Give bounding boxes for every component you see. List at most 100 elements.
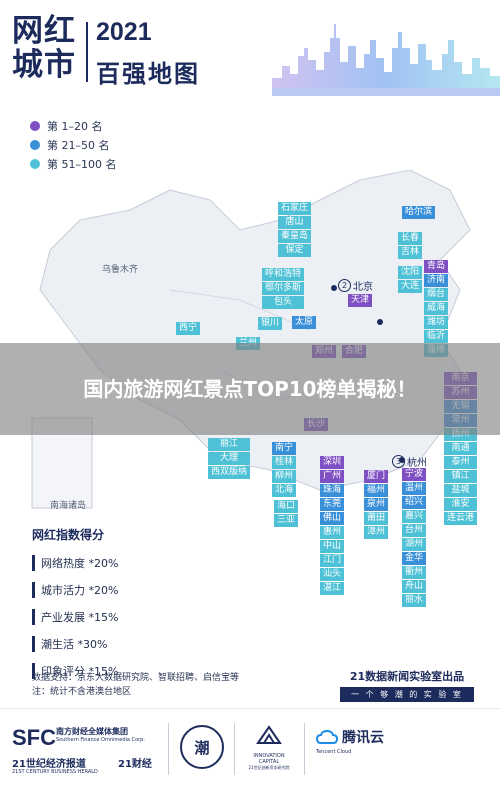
city-tag: 佛山 xyxy=(320,512,345,525)
city-tag: 宁波 xyxy=(402,468,427,481)
cloud-icon xyxy=(316,729,338,744)
city-tag: 汕头 xyxy=(320,568,345,581)
city-tag-xining: 西宁 xyxy=(176,322,201,335)
score-breakdown: 网红指数得分 网络热度 *20% 城市活力 *20% 产业发展 *15% 潮生活… xyxy=(32,526,118,684)
city-tag: 桂林 xyxy=(272,456,297,469)
city-tag: 台州 xyxy=(402,524,427,537)
city-tag: 呼和浩特 xyxy=(262,268,305,281)
footer-divider xyxy=(304,723,305,775)
city-tag: 北海 xyxy=(272,484,297,497)
score-bar-marker xyxy=(32,608,35,625)
city-tag: 广州 xyxy=(320,470,345,483)
city-tag: 金华 xyxy=(402,552,427,565)
city-tag: 唐山 xyxy=(278,216,312,229)
city-tag: 绍兴 xyxy=(402,496,427,509)
page-title: 百强地图 xyxy=(96,60,200,88)
city-tag: 厦门 xyxy=(364,470,389,483)
city-group-inner-mongolia: 呼和浩特 鄂尔多斯 包头 xyxy=(262,268,305,309)
city-tag: 保定 xyxy=(278,244,312,257)
header-divider xyxy=(86,22,88,82)
score-bar-marker xyxy=(32,581,35,598)
legend-item: 第 21–50 名 xyxy=(30,135,117,154)
city-tag: 湖州 xyxy=(402,538,427,551)
city-tag: 南通 xyxy=(444,442,478,455)
city-tag: 江门 xyxy=(320,554,345,567)
chao-logo: 潮 xyxy=(180,725,224,769)
city-tag: 莆田 xyxy=(364,512,389,525)
city-tag: 惠州 xyxy=(320,526,345,539)
city-tag: 丽水 xyxy=(402,594,427,607)
footer-divider xyxy=(234,723,235,775)
china-map: 乌鲁木齐 南海诸岛 石家庄 唐山 秦皇岛 保定 呼和浩特 鄂尔多斯 包头 哈尔滨… xyxy=(20,170,490,607)
footer-logos: SFC 南方财经全媒体集团 Southern Finance Omnimedia… xyxy=(0,708,500,788)
city-tag: 湛江 xyxy=(320,582,345,595)
header: 网红 城市 2021 百强地图 xyxy=(0,0,500,96)
city-tag: 南宁 xyxy=(272,442,297,455)
city-group-hainan: 海口 三亚 xyxy=(274,500,299,527)
city-tag: 丽江 xyxy=(208,438,251,451)
legend-cyan-dot xyxy=(30,158,40,169)
score-row: 印象评分 *15% xyxy=(32,657,118,684)
city-tag-yinchuan: 银川 xyxy=(258,317,283,330)
legend-purple-dot xyxy=(30,120,40,131)
city-tag: 烟台 xyxy=(424,288,449,301)
city-tag: 沈阳 xyxy=(398,266,423,279)
city-tag: 大连 xyxy=(398,280,423,293)
city-tag: 柳州 xyxy=(272,470,297,483)
city-tag: 淮安 xyxy=(444,498,478,511)
score-bar-marker xyxy=(32,635,35,652)
city-group-yunnan: 丽江 大理 西双版纳 xyxy=(208,438,251,479)
city-tag: 石家庄 xyxy=(278,202,312,215)
score-bar-marker xyxy=(32,554,35,571)
city-tag: 济南 xyxy=(424,274,449,287)
city-tag: 威海 xyxy=(424,302,449,315)
tencent-english: Tencent Cloud xyxy=(316,749,352,755)
city-tag: 包头 xyxy=(262,296,305,309)
legend-item: 第 51–100 名 xyxy=(30,154,117,173)
city-tag: 连云港 xyxy=(444,512,478,525)
weekly-logo: 21财经 xyxy=(118,759,152,770)
city-tag-taiyuan: 太原 xyxy=(292,316,317,329)
city-tag: 衢州 xyxy=(402,566,427,579)
score-row: 产业发展 *15% xyxy=(32,603,118,630)
lab-credit: 21数据新闻实验室出品 一 个 够 潮 的 实 验 室 xyxy=(340,668,474,702)
score-row: 城市活力 *20% xyxy=(32,576,118,603)
legend-item: 第 1–20 名 xyxy=(30,116,117,135)
city-tag: 泰州 xyxy=(444,456,478,469)
wanghong-city-logo: 网红 城市 xyxy=(12,13,76,83)
score-bar-marker xyxy=(32,662,35,679)
city-tag: 长春 xyxy=(398,232,423,245)
city-tag: 临沂 xyxy=(424,330,449,343)
tencent-cloud-logo: 腾讯云 xyxy=(316,727,384,747)
city-tag: 三亚 xyxy=(274,514,299,527)
headline-banner[interactable]: 国内旅游网红景点TOP10榜单揭秘！ xyxy=(0,343,500,435)
city-group-zhejiang: 宁波 温州 绍兴 嘉兴 台州 湖州 金华 衢州 舟山 丽水 xyxy=(402,468,427,607)
city-tag: 漳州 xyxy=(364,526,389,539)
skyline-illustration xyxy=(272,24,500,96)
city-tag: 盐城 xyxy=(444,484,478,497)
city-tag: 西双版纳 xyxy=(208,466,251,479)
city-tag: 珠海 xyxy=(320,484,345,497)
data-source-note: 数据支持：京东大数据研究院、智联招聘、启信宝等 注：统计不含港澳台地区 xyxy=(32,673,240,697)
innovation-capital-logo: INNOVATION CAPITAL 21世纪创新资本研究院 xyxy=(244,725,294,771)
city-tag: 中山 xyxy=(320,540,345,553)
inset-label: 南海诸岛 xyxy=(50,501,87,511)
city-group-fujian: 厦门 福州 泉州 莆田 漳州 xyxy=(364,470,389,539)
sfc-english: Southern Finance Omnimedia Corp. xyxy=(56,737,145,743)
city-group-northeast: 长春 吉林 沈阳 大连 xyxy=(398,232,423,293)
city-tag: 福州 xyxy=(364,484,389,497)
city-tag: 大理 xyxy=(208,452,251,465)
score-row: 潮生活 *30% xyxy=(32,630,118,657)
paper-english: 21ST CENTURY BUSINESS HERALD xyxy=(12,769,98,775)
city-group-guangxi: 南宁 桂林 柳州 北海 xyxy=(272,442,297,497)
city-tag-harbin: 哈尔滨 xyxy=(402,206,436,219)
city-tag: 温州 xyxy=(402,482,427,495)
legend-blue-dot xyxy=(30,139,40,150)
city-tag: 舟山 xyxy=(402,580,427,593)
city-tag: 青岛 xyxy=(424,260,449,273)
rank-marker-hangzhou: 3 杭州 xyxy=(392,454,427,469)
city-tag: 嘉兴 xyxy=(402,510,427,523)
region-label-urumqi: 乌鲁木齐 xyxy=(102,265,139,275)
sfc-name: 南方财经全媒体集团 xyxy=(56,727,128,736)
